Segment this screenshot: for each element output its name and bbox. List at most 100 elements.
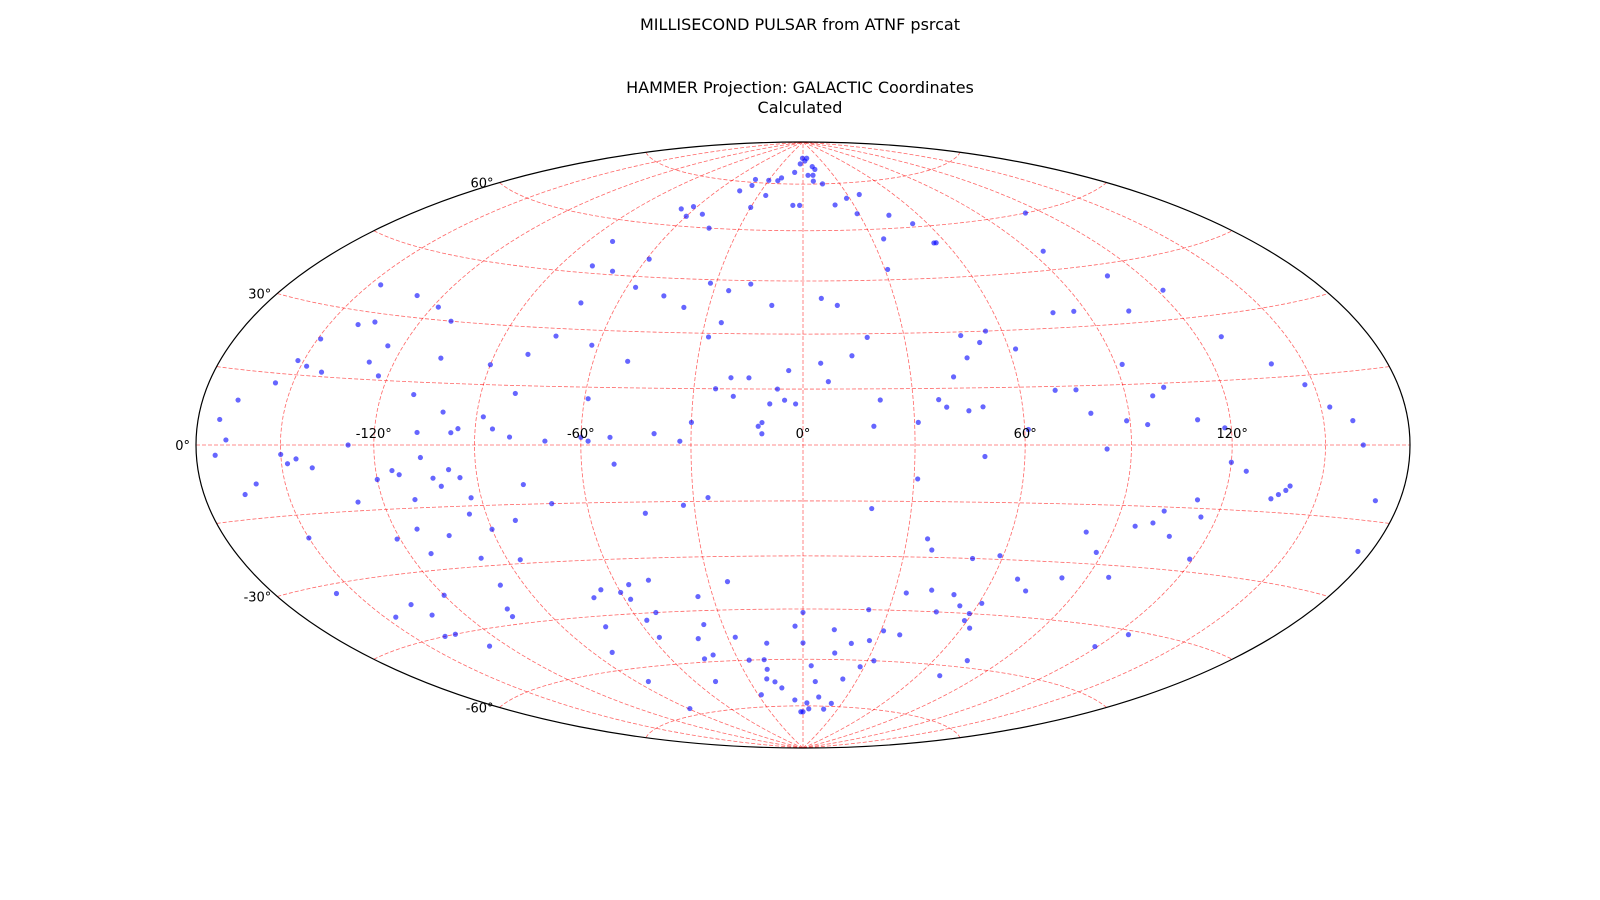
pulsar-point	[591, 595, 597, 601]
pulsar-point	[1302, 382, 1308, 388]
pulsar-point	[549, 501, 555, 507]
pulsar-point	[318, 336, 324, 342]
pulsar-point	[1132, 523, 1138, 529]
pulsar-point	[758, 692, 764, 698]
pulsar-point	[628, 596, 634, 602]
pulsar-point	[656, 634, 662, 640]
pulsar-point	[504, 606, 510, 612]
pulsar-point	[394, 536, 400, 542]
pulsar-point	[509, 613, 516, 620]
pulsar-point	[1228, 459, 1234, 465]
pulsar-point	[618, 589, 624, 596]
pulsar-point	[808, 663, 814, 669]
pulsar-point	[414, 429, 420, 436]
pulsar-point	[687, 705, 693, 712]
pulsar-point	[797, 161, 803, 167]
pulsar-point	[1025, 426, 1031, 433]
pulsar-point	[690, 204, 697, 210]
pulsar-point	[585, 438, 591, 444]
pulsar-point	[1372, 498, 1378, 504]
pulsar-point	[609, 238, 616, 245]
pulsar-point	[828, 700, 834, 707]
pulsar-point	[701, 621, 707, 628]
pulsar-point	[412, 496, 418, 503]
pulsar-point	[910, 221, 916, 227]
pulsar-point	[759, 419, 765, 426]
pulsar-point	[705, 494, 711, 501]
pulsar-point	[1104, 273, 1111, 279]
pulsar-point	[805, 172, 811, 178]
pulsar-point	[915, 476, 921, 482]
pulsar-point	[1166, 533, 1172, 539]
pulsar-point	[866, 607, 872, 613]
pulsar-point	[761, 657, 767, 663]
chart-title-line1: HAMMER Projection: GALACTIC Coordinates	[626, 78, 974, 97]
pulsar-point	[806, 706, 812, 712]
pulsar-point	[1194, 497, 1201, 503]
pulsar-point	[755, 423, 761, 429]
pulsar-point	[792, 623, 798, 629]
pulsar-point	[810, 178, 816, 184]
pulsar-point	[553, 333, 559, 339]
pulsar-point	[609, 649, 615, 655]
pulsar-point	[1161, 384, 1167, 390]
pulsar-point	[626, 582, 632, 588]
parallel-line	[373, 608, 1233, 660]
pulsar-point	[295, 357, 301, 364]
pulsar-point	[653, 609, 659, 616]
pulsar-point	[944, 404, 950, 410]
pulsar-point	[982, 453, 988, 460]
pulsar-point	[964, 658, 970, 664]
pulsar-point	[825, 379, 831, 385]
pulsar-point	[489, 526, 495, 532]
pulsar-point	[781, 397, 788, 403]
pulsar-points	[212, 155, 1378, 715]
pulsar-point	[1093, 549, 1099, 555]
pulsar-point	[816, 694, 822, 700]
pulsar-point	[1145, 421, 1151, 428]
pulsar-point	[430, 475, 436, 481]
pulsar-point	[438, 483, 444, 489]
pulsar-point	[440, 409, 446, 415]
pulsar-point	[1187, 556, 1193, 562]
pulsar-point	[800, 609, 806, 616]
pulsar-point	[966, 408, 972, 414]
pulsar-point	[318, 369, 325, 375]
pulsar-point	[253, 481, 259, 487]
pulsar-point	[695, 593, 701, 600]
pulsar-point	[1052, 387, 1058, 393]
pulsar-point	[1092, 643, 1098, 650]
pulsar-point	[448, 430, 454, 436]
pulsar-point	[903, 590, 909, 596]
pulsar-point	[877, 397, 883, 403]
pulsar-point	[645, 577, 652, 583]
pulsar-point	[752, 176, 759, 183]
pulsar-point	[603, 624, 609, 630]
pulsar-point	[772, 679, 778, 685]
pulsar-point	[455, 426, 461, 432]
pulsar-point	[1160, 287, 1166, 293]
pulsar-point	[712, 386, 719, 392]
pulsar-point	[1071, 308, 1077, 314]
pulsar-point	[1222, 425, 1228, 431]
pulsar-point	[778, 175, 785, 181]
pulsar-point	[396, 472, 402, 478]
pulsar-point	[1355, 548, 1361, 555]
pulsar-point	[933, 609, 939, 615]
pulsar-point	[798, 709, 804, 715]
pulsar-point	[924, 536, 931, 542]
pulsar-point	[1243, 468, 1249, 474]
pulsar-point	[763, 192, 769, 199]
pulsar-point	[585, 396, 591, 402]
pulsar-point	[982, 328, 989, 334]
pulsar-point	[278, 451, 284, 458]
lon-tick-label: -60°	[567, 427, 595, 442]
pulsar-point	[964, 355, 970, 361]
pulsar-point	[818, 360, 824, 366]
parallel-line	[499, 182, 1107, 232]
pulsar-point	[1083, 529, 1089, 535]
pulsar-point	[707, 280, 714, 286]
pulsar-point	[677, 438, 683, 444]
pulsar-point	[374, 476, 380, 483]
pulsar-point	[355, 321, 361, 328]
